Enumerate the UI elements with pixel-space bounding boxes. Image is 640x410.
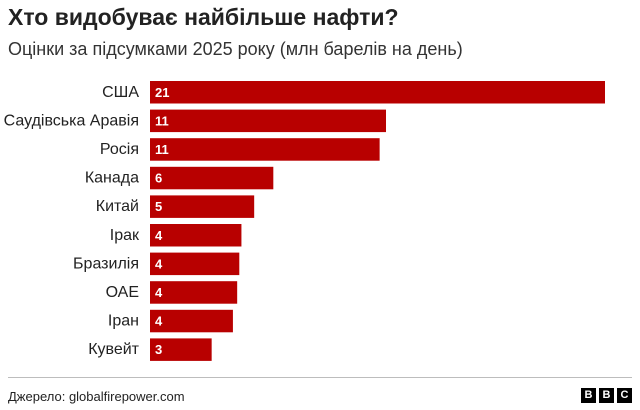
source-note: Джерело: globalfirepower.com — [8, 389, 185, 404]
bbc-logo-letter: B — [599, 388, 614, 403]
bar — [150, 138, 380, 161]
bar-value-label: 11 — [155, 113, 169, 128]
bar — [150, 224, 242, 247]
bar — [150, 81, 605, 104]
category-label: Кувейт — [88, 341, 139, 358]
chart-subtitle: Оцінки за підсумками 2025 року (млн баре… — [8, 39, 463, 59]
category-label: Іран — [108, 313, 139, 330]
bar-value-label: 4 — [155, 256, 163, 271]
category-label: Ірак — [110, 227, 140, 244]
bar — [150, 252, 240, 276]
category-label: Китай — [96, 198, 139, 215]
chart-title: Хто видобуває найбільше нафти? — [8, 4, 399, 30]
category-label: ОАЕ — [106, 284, 139, 301]
bar — [150, 309, 233, 333]
bar — [150, 281, 238, 304]
category-label: Росія — [100, 141, 139, 158]
bar-value-label: 3 — [155, 342, 162, 357]
footer-divider — [8, 377, 632, 378]
bar — [150, 109, 387, 133]
bar-value-label: 6 — [155, 171, 162, 186]
category-label: США — [102, 84, 139, 101]
bar-value-label: 4 — [155, 285, 163, 300]
bar-value-label: 21 — [155, 85, 169, 100]
bar-value-label: 4 — [155, 228, 163, 243]
category-label: Бразилія — [73, 255, 139, 272]
bbc-logo-letter: B — [581, 388, 596, 403]
bar — [150, 166, 274, 190]
bbc-logo: B B C — [581, 388, 632, 403]
bar-value-label: 5 — [155, 199, 162, 214]
category-label: Саудівська Аравія — [4, 112, 139, 129]
bar — [150, 338, 212, 361]
bbc-logo-letter: C — [617, 388, 632, 403]
bar — [150, 195, 255, 218]
bar-value-label: 4 — [155, 314, 163, 329]
bar-chart: США 21 Саудівська Аравія 11 Росія 11 Канада 6 Ки… — [4, 81, 605, 361]
category-label: Канада — [85, 170, 139, 187]
bar-value-label: 11 — [155, 142, 169, 157]
